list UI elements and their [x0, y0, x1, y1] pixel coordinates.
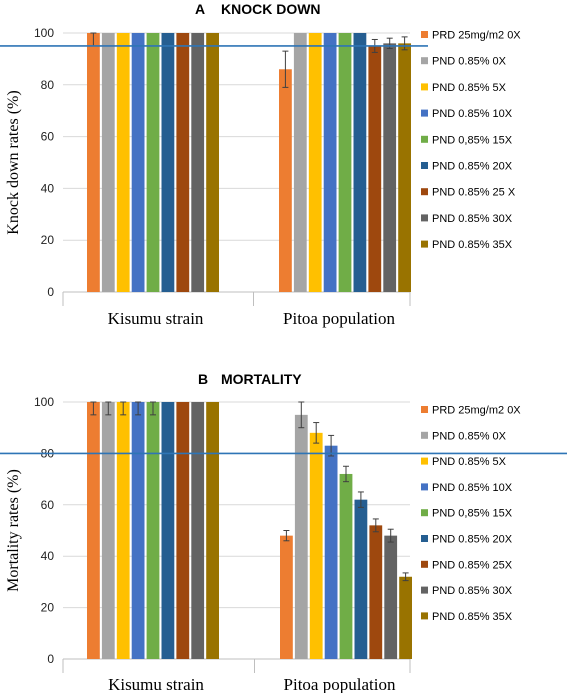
legend-label: PND 0.85% 35X [432, 611, 513, 623]
legend-swatch [421, 83, 428, 91]
bar [398, 43, 411, 292]
y-tick-label: 80 [41, 78, 55, 92]
legend-swatch [421, 612, 428, 620]
y-tick-label: 40 [41, 549, 55, 563]
bar [146, 33, 160, 292]
legend-swatch [421, 560, 428, 568]
legend-label: PRD 25mg/m2 0X [432, 30, 521, 42]
y-tick-label: 20 [41, 601, 55, 615]
y-tick-label: 60 [41, 130, 55, 144]
category-label: Pitoa population [283, 309, 395, 328]
bar [161, 33, 175, 292]
bar [308, 33, 322, 292]
bar [399, 576, 412, 659]
legend-swatch [421, 135, 428, 143]
legend-label: PND 0.85% 0X [432, 430, 507, 442]
legend-label: PND 0,85% 15X [432, 134, 513, 146]
bar [384, 535, 398, 659]
bar [369, 525, 383, 659]
bar [368, 45, 382, 293]
bar [191, 33, 205, 292]
bar [324, 445, 338, 659]
bar [323, 33, 337, 292]
legend-label: PND 0.85% 30X [432, 585, 513, 597]
bar [354, 499, 368, 659]
bar [353, 33, 367, 292]
legend-swatch [421, 457, 428, 465]
chart-title: MORTALITY [221, 371, 302, 387]
y-tick-label: 40 [41, 181, 55, 195]
category-label: Pitoa population [284, 675, 396, 693]
chart-panel-a: A KNOCK DOWN 0 20 40 60 80 100 Kisumu strain Pito… [0, 1, 521, 328]
legend: PRD 25mg/m2 0X PND 0.85% 0X PND 0.85% 5X PN… [421, 405, 521, 623]
legend-label: PND 0.85% 20X [432, 161, 513, 173]
bar [161, 402, 175, 659]
legend-swatch [421, 109, 428, 117]
bar [309, 432, 323, 659]
legend-label: PND 0,85% 15X [432, 508, 513, 520]
bar [383, 43, 397, 292]
bar [101, 402, 115, 659]
legend-label: PND 0.85% 0X [432, 56, 507, 68]
legend-label: PND 0.85% 10X [432, 108, 513, 120]
bar [206, 33, 219, 292]
y-tick-label: 20 [41, 233, 55, 247]
y-tick-label: 100 [34, 395, 54, 409]
bar [176, 33, 190, 292]
chart-title: KNOCK DOWN [221, 1, 321, 17]
panel-letter: A [195, 1, 205, 17]
panel-letter: B [198, 371, 208, 387]
legend-label: PND 0.85% 25X [432, 559, 513, 571]
bar [87, 33, 100, 292]
legend: PRD 25mg/m2 0X PND 0.85% 0X PND 0.85% 5X PN… [421, 30, 521, 251]
legend-label: PND 0.85% 30X [432, 213, 513, 225]
legend-label: PND 0.85% 10X [432, 482, 513, 494]
bar [176, 402, 190, 659]
y-tick-label: 0 [47, 285, 54, 299]
legend-swatch [421, 31, 428, 38]
bar [101, 33, 115, 292]
legend-swatch [421, 483, 428, 491]
legend-swatch [421, 214, 428, 222]
legend-label: PND 0.85% 5X [432, 82, 507, 94]
bar [131, 402, 145, 659]
legend-swatch [421, 431, 428, 439]
y-tick-label: 0 [47, 652, 54, 666]
legend-label: PND 0.85% 25 X [432, 187, 516, 199]
bar [87, 402, 100, 659]
legend-swatch [421, 406, 428, 413]
legend-label: PND 0.85% 35X [432, 239, 513, 251]
legend-label: PND 0.85% 20X [432, 534, 513, 546]
bar [294, 414, 308, 659]
bar [116, 33, 130, 292]
category-label: Kisumu strain [108, 675, 204, 693]
bar [116, 402, 130, 659]
legend-label: PRD 25mg/m2 0X [432, 405, 521, 417]
y-axis-label: Mortality rates (%) [5, 469, 22, 592]
legend-swatch [421, 162, 428, 169]
legend-swatch [421, 240, 428, 248]
bar [191, 402, 205, 659]
y-tick-label: 60 [41, 498, 55, 512]
bar [280, 535, 293, 659]
bar [339, 473, 353, 659]
bar [293, 33, 307, 292]
bar [338, 33, 352, 292]
legend-swatch [421, 188, 428, 196]
bar [206, 402, 219, 659]
legend-swatch [421, 535, 428, 542]
legend-swatch [421, 509, 428, 517]
y-axis-label: Knock down rates (%) [5, 90, 22, 234]
bar [146, 402, 160, 659]
y-tick-label: 100 [34, 26, 54, 40]
bar [279, 69, 292, 292]
legend-swatch [421, 57, 428, 65]
legend-label: PND 0.85% 5X [432, 456, 507, 468]
category-label: Kisumu strain [108, 309, 204, 328]
legend-swatch [421, 586, 428, 594]
bar [131, 33, 145, 292]
